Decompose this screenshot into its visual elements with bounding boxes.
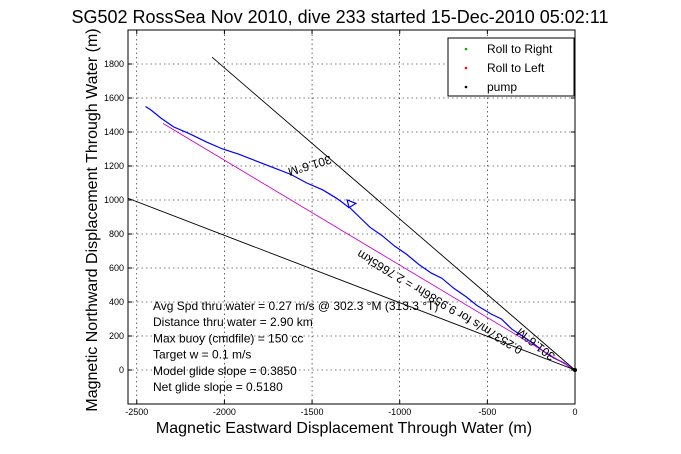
plot-frame	[127, 29, 576, 405]
x-tick-label: -500	[478, 407, 496, 417]
chart-title: SG502 RossSea Nov 2010, dive 233 started…	[71, 7, 608, 27]
series-bound-lower	[128, 197, 575, 371]
y-tick-label: 800	[109, 229, 124, 239]
y-tick-label: 1400	[104, 127, 124, 137]
y-tick-label: 400	[109, 297, 124, 307]
x-tick-label: -2500	[125, 407, 148, 417]
ticks: -2500 -2000 -1500 -1000 -500 0 0 200 400 600 800 10…	[104, 30, 578, 417]
legend-label-roll-right: Roll to Right	[487, 42, 553, 56]
x-tick-label: -2000	[213, 407, 236, 417]
x-tick-label: 0	[572, 407, 577, 417]
y-tick-label: 1800	[104, 59, 124, 69]
y-tick-label: 600	[109, 263, 124, 273]
y-tick-label: 200	[109, 331, 124, 341]
annotation-avg-speed: Avg Spd thru water = 0.27 m/s @ 302.3 °M…	[153, 299, 438, 313]
series-layer	[128, 56, 577, 372]
series-track	[145, 105, 575, 371]
y-tick-label: 0	[119, 365, 124, 375]
x-axis-label: Magnetic Eastward Displacement Through W…	[156, 420, 532, 437]
legend: Roll to Right Roll to Left pump	[447, 37, 575, 97]
legend-marker-roll-right	[464, 47, 468, 51]
y-tick-label: 1200	[104, 161, 124, 171]
legend-marker-pump	[464, 85, 468, 89]
series-net-path	[162, 123, 575, 371]
annotation-max-buoy: Max buoy (cmdfile) = 150 cc	[153, 331, 303, 345]
y-tick-label: 1600	[104, 93, 124, 103]
series-bound-upper	[211, 56, 575, 371]
y-axis-label: Magnetic Northward Displacement Through …	[84, 28, 101, 411]
x-tick-label: -1000	[388, 407, 411, 417]
legend-label-pump: pump	[487, 80, 517, 94]
x-tick-label: -1500	[301, 407, 324, 417]
legend-marker-roll-left	[464, 66, 468, 70]
y-tick-label: 1000	[104, 195, 124, 205]
annotation-distance: Distance thru water = 2.90 km	[153, 315, 313, 329]
heading-label-upper: 301.6°M	[286, 152, 333, 178]
rotated-labels: 301.6°M0.2537m/s for 9.9586hr = 2.7665km…	[286, 152, 557, 363]
annotation-model-glide: Model glide slope = 0.3850	[153, 364, 297, 378]
legend-label-roll-left: Roll to Left	[487, 61, 545, 75]
annotation-net-glide: Net glide slope = 0.5180	[153, 380, 283, 394]
legend-box	[447, 37, 575, 97]
annotation-target-w: Target w = 0.1 m/s	[153, 348, 251, 362]
annotation-block: Avg Spd thru water = 0.27 m/s @ 302.3 °M…	[153, 299, 438, 394]
